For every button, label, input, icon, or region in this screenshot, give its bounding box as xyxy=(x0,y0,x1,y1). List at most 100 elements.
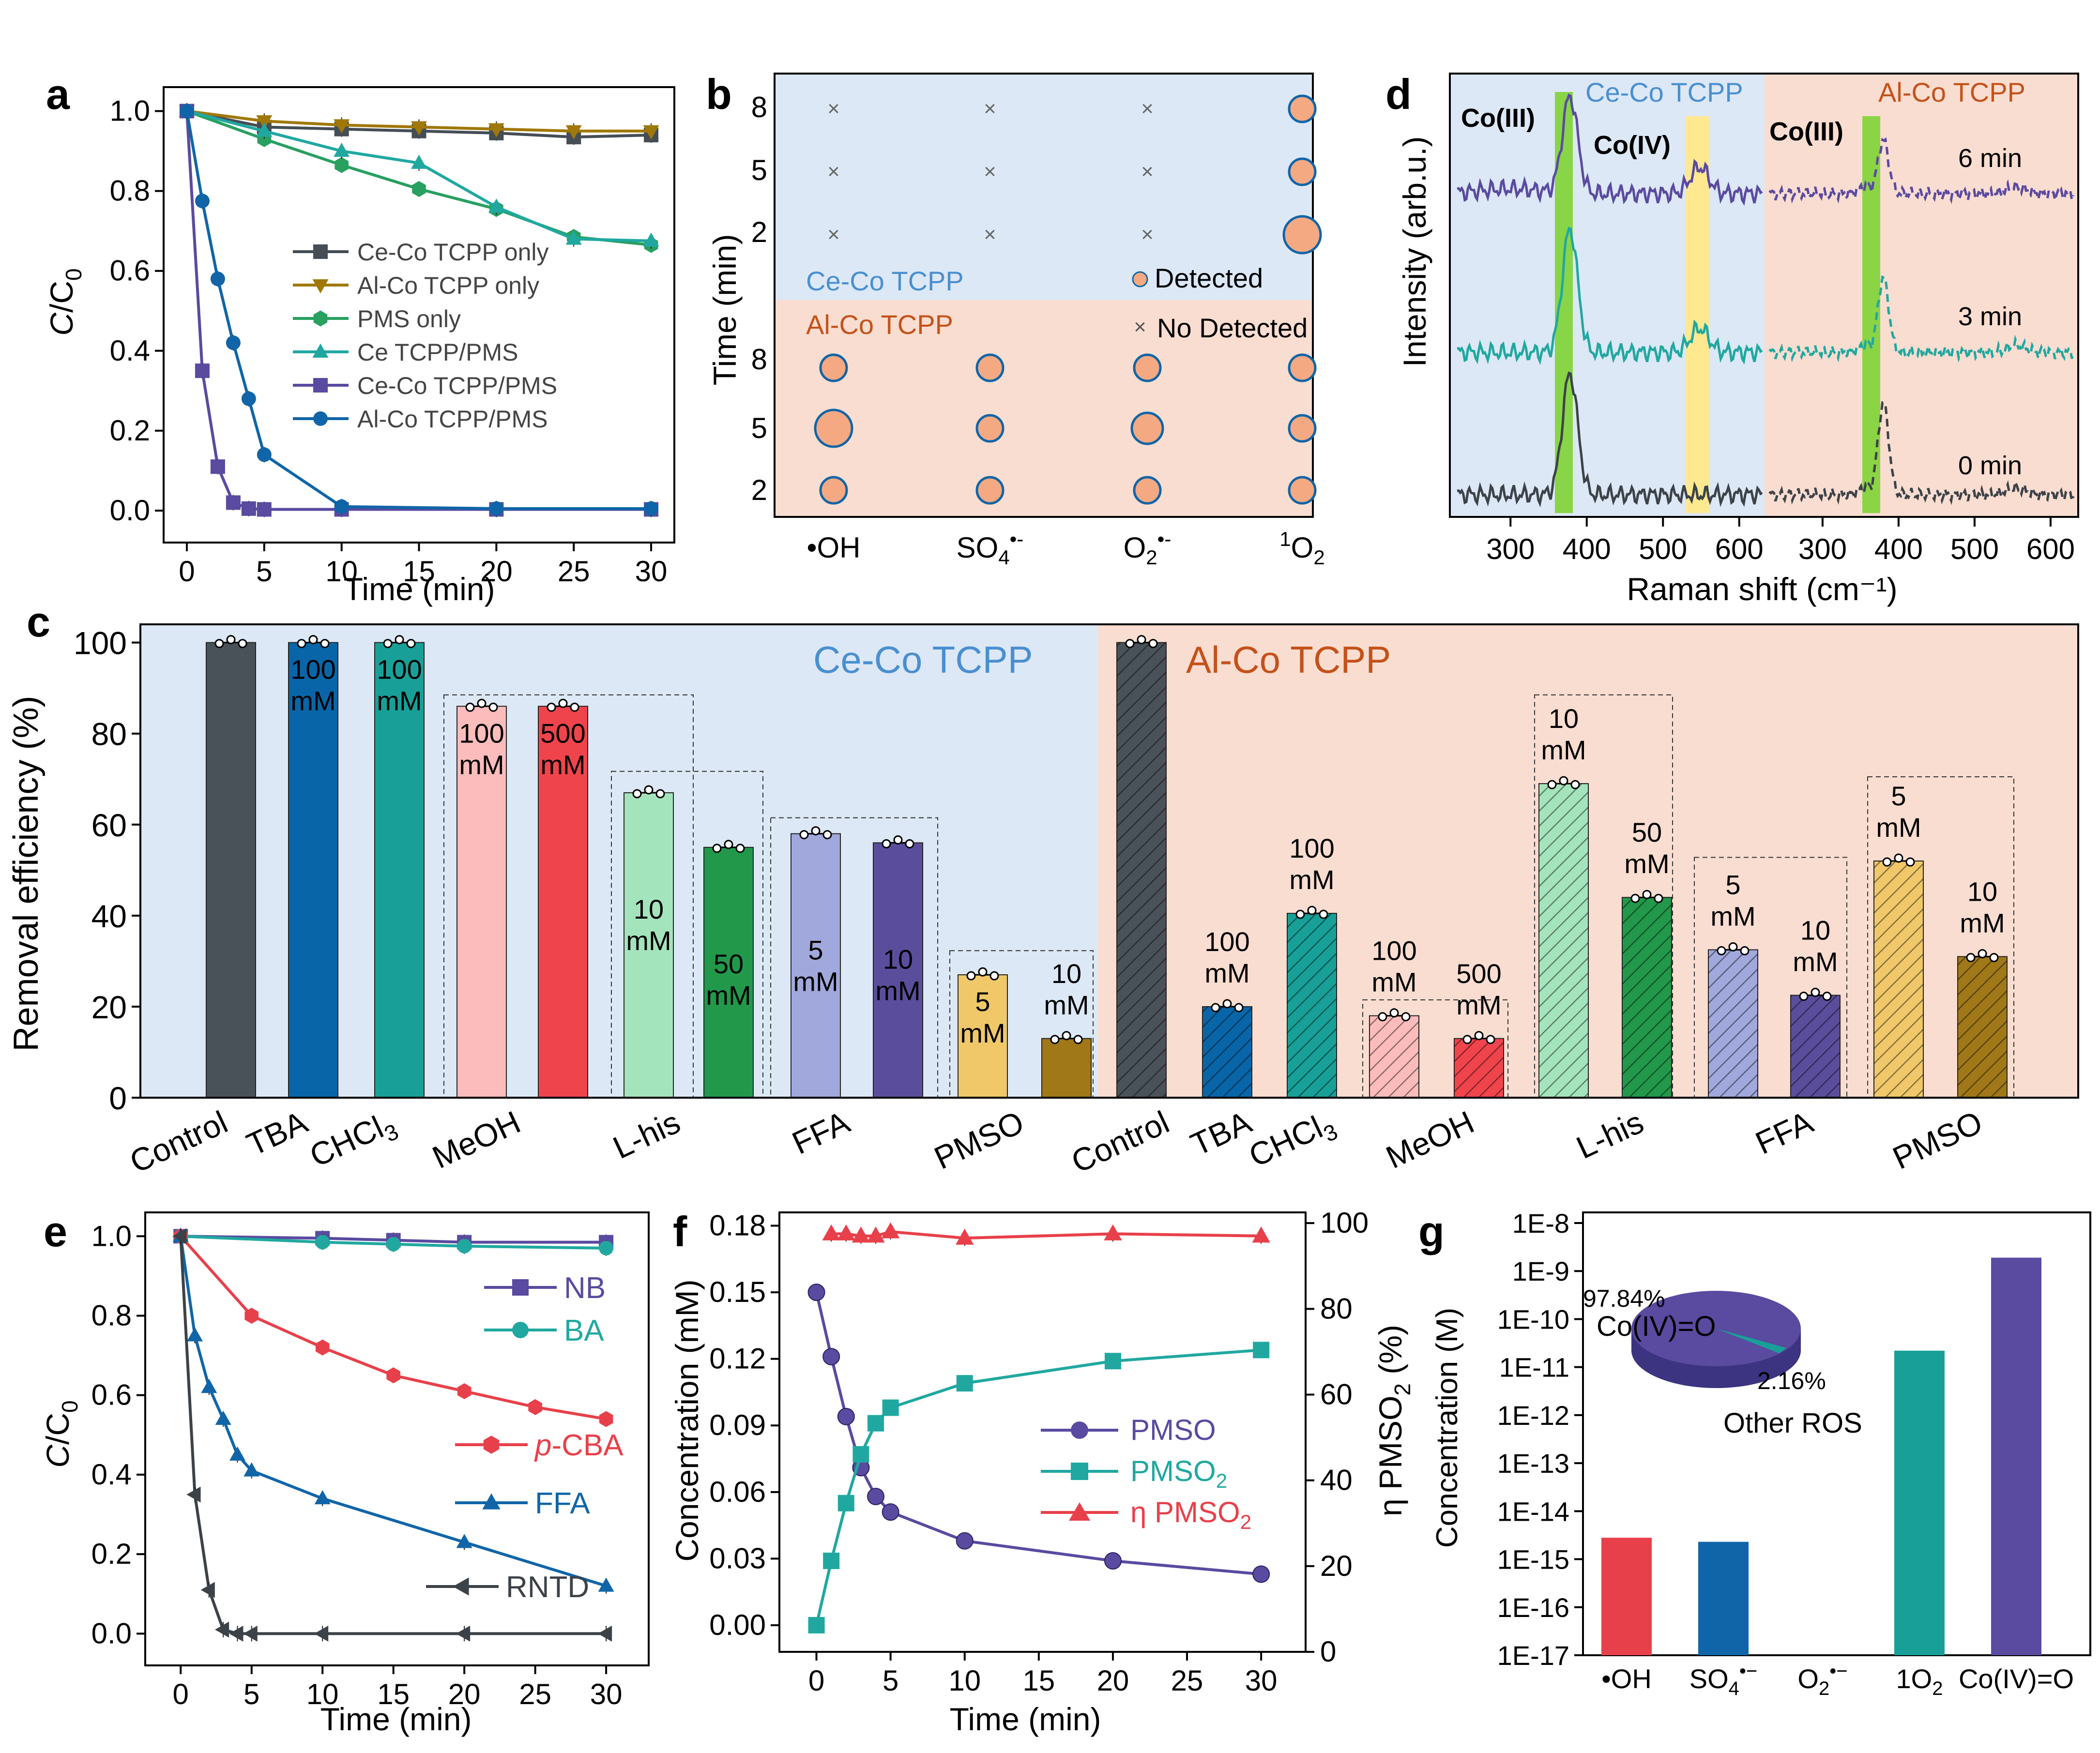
x-tick-label: 15 xyxy=(403,555,435,588)
panel-b-letter: b xyxy=(706,70,732,118)
bar-label: mM xyxy=(290,686,335,716)
replicate-point xyxy=(1474,1031,1484,1041)
legend-label: NB xyxy=(564,1271,606,1305)
not-detected-marker: × xyxy=(1141,223,1154,246)
x-tick-label: 20 xyxy=(480,555,513,588)
spectrum-line-dashed xyxy=(1768,137,2075,204)
panel-d-spectra xyxy=(1457,93,2075,508)
x-tick-label: 10 xyxy=(306,1678,339,1710)
replicate-point xyxy=(1222,999,1232,1009)
replicate-point xyxy=(320,639,330,649)
panel-b-xtick-1o2: 1O2 xyxy=(1279,528,1324,569)
bar-label: 5 xyxy=(1725,869,1740,900)
panel-b-legend-cross: × xyxy=(1134,315,1146,339)
not-detected-marker: × xyxy=(1141,97,1154,121)
data-point xyxy=(456,1534,472,1548)
x-tick-label: 15 xyxy=(1022,1664,1055,1697)
replicate-point xyxy=(724,840,733,849)
replicate-point xyxy=(966,971,976,981)
panel-b-alco-label: Al-Co TCPP xyxy=(806,309,953,340)
panel-b-alco-region xyxy=(775,300,1313,517)
y-tick-label: 80 xyxy=(91,716,127,752)
x-tick-label: Control xyxy=(1066,1104,1174,1180)
replicate-point xyxy=(1882,857,1892,867)
replicate-point xyxy=(1799,991,1809,1001)
panel-g-bars xyxy=(1601,1257,2041,1655)
bar-label: 500 xyxy=(1456,958,1501,989)
replicate-point xyxy=(632,789,642,799)
y-tick-label: 60 xyxy=(91,807,127,843)
y-tick-label: 1.0 xyxy=(110,95,150,127)
panel-c-frame xyxy=(139,623,2079,1099)
replicate-point xyxy=(1486,1035,1495,1044)
data-point xyxy=(643,125,659,140)
data-point xyxy=(313,310,328,327)
panel-g-axes: 1E-8 1E-9 1E-10 1E-11 1E-12 1E-13 1E-14 1E-15 1E… xyxy=(1497,1208,1583,1671)
bar-label: 100 xyxy=(1371,936,1416,966)
y-tick-label: 1E-8 xyxy=(1512,1208,1569,1239)
bar xyxy=(1991,1257,2041,1655)
x-tick-label: 10 xyxy=(325,555,358,588)
data-point xyxy=(411,121,427,136)
replicate-point xyxy=(1905,857,1915,867)
data-point xyxy=(852,1446,869,1463)
data-point xyxy=(823,1552,840,1569)
panel-c-letter: c xyxy=(27,598,50,646)
data-point xyxy=(488,198,504,213)
panel-f-y2label: η PMSO2 (%) xyxy=(1372,1325,1415,1516)
data-point xyxy=(200,1582,215,1598)
x-tick-label: 25 xyxy=(558,555,590,588)
legend-label: RNTD xyxy=(506,1571,589,1604)
panel-d-coiv-label: Co(IV) xyxy=(1594,131,1671,160)
replicate-point xyxy=(308,635,318,645)
data-point xyxy=(187,1327,203,1342)
y-tick-label: 0.18 xyxy=(709,1209,766,1242)
y-tick-label: 1E-9 xyxy=(1512,1256,1569,1286)
data-point xyxy=(179,104,194,119)
bar xyxy=(288,642,338,1098)
data-point xyxy=(598,1577,614,1592)
panel-d-ylabel: Intensity (arb.u.) xyxy=(1397,136,1432,367)
detected-bubble xyxy=(819,353,848,382)
replicate-point xyxy=(1307,906,1317,915)
pie-label-other: Other ROS xyxy=(1723,1407,1862,1439)
panel-f-legend: PMSO PMSO2 η PMSO2 xyxy=(1041,1414,1251,1533)
x-tick-label: MeOH xyxy=(1381,1104,1479,1176)
replicate-point xyxy=(1966,952,1976,962)
data-point xyxy=(956,1228,974,1245)
data-point xyxy=(597,1625,612,1642)
y-tick-label: 1E-15 xyxy=(1497,1544,1569,1575)
x-tick-label: CHCl3 xyxy=(1244,1104,1341,1179)
y-tick-label: 0.09 xyxy=(709,1409,766,1441)
data-point xyxy=(489,501,504,516)
bar xyxy=(374,642,425,1098)
bar-label: 500 xyxy=(540,718,585,748)
data-point xyxy=(229,1625,243,1642)
panel-g-xtick-1o2: 1O2 xyxy=(1896,1663,1943,1699)
panel-b-xtick-oh: •OH xyxy=(807,531,860,564)
x-tick-label: 0 xyxy=(808,1664,824,1697)
replicate-point xyxy=(1462,1035,1472,1044)
bar-label: mM xyxy=(1793,946,1838,977)
bar-hatch xyxy=(1454,1038,1504,1098)
data-point xyxy=(243,1462,260,1477)
replicate-point xyxy=(1894,853,1903,863)
x-tick-label: 20 xyxy=(1097,1664,1129,1697)
panel-e-frame xyxy=(144,1211,650,1666)
y-tick-label: 1E-12 xyxy=(1497,1400,1569,1431)
detected-bubble xyxy=(975,414,1004,443)
x-tick-label: Control xyxy=(124,1104,233,1180)
data-point xyxy=(241,501,256,516)
bar-label: mM xyxy=(960,1018,1005,1048)
data-point xyxy=(313,378,328,393)
panel-d-time-3: 3 min xyxy=(1958,302,2022,331)
data-point xyxy=(335,157,349,173)
x-tick-label: MeOH xyxy=(427,1104,526,1176)
data-point xyxy=(210,459,225,474)
legend-label: Al-Co TCPP/PMS xyxy=(357,406,548,433)
replicate-point xyxy=(1547,780,1557,789)
replicate-point xyxy=(1989,952,1999,962)
data-point xyxy=(195,194,210,209)
x-tick-label: 30 xyxy=(635,555,668,588)
series-line xyxy=(180,1235,607,1421)
